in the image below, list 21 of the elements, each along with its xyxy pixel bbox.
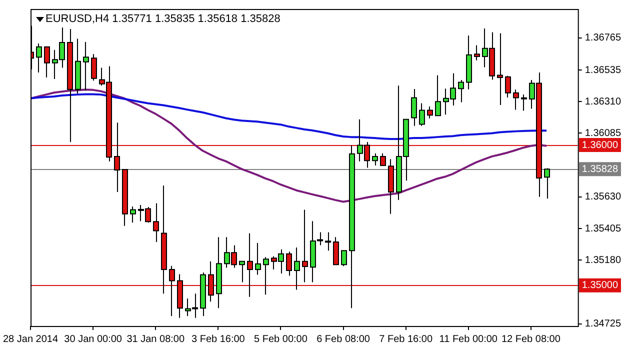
x-tick-label: 5 Feb 00:00: [254, 334, 308, 345]
x-tick-label: 6 Feb 08:00: [316, 334, 370, 345]
y-tick-label: 1.35180: [584, 254, 622, 266]
x-tick-label: 30 Jan 00:00: [64, 334, 122, 345]
ref-line-label: 1.36000: [582, 140, 618, 151]
y-tick-label: 1.34725: [584, 318, 622, 330]
y-tick-label: 1.36765: [584, 32, 622, 44]
x-tick-label: 11 Feb 00:00: [439, 334, 498, 345]
y-tick-label: 1.36085: [584, 128, 622, 139]
ref-line-label: 1.35828: [582, 164, 618, 175]
ref-line-label: 1.35000: [582, 280, 618, 292]
y-tick-label: 1.36535: [584, 64, 622, 76]
y-tick-label: 1.35630: [584, 192, 622, 203]
x-tick-label: 28 Jan 2014: [2, 334, 58, 345]
x-tick-label: 12 Feb 08:00: [501, 334, 561, 345]
x-tick-label: 3 Feb 16:00: [191, 334, 246, 345]
y-tick-label: 1.36310: [584, 96, 622, 108]
x-tick-label: 31 Jan 08:00: [126, 334, 185, 345]
x-tick-label: 7 Feb 16:00: [379, 334, 433, 345]
chart-title: EURUSD,H4 1.35771 1.35835 1.35618 1.35828: [46, 13, 280, 26]
y-tick-label: 1.35405: [584, 223, 622, 234]
